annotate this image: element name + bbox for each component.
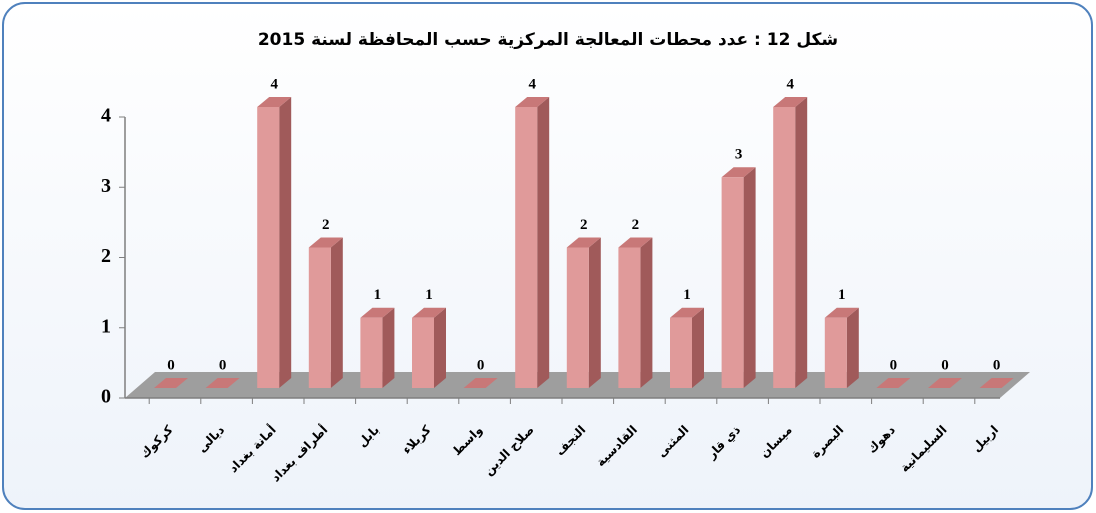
value-label: 4 (528, 76, 536, 92)
bar-side (279, 97, 292, 388)
bar-front (670, 317, 692, 388)
bar (205, 378, 240, 388)
bar-top (154, 378, 188, 388)
bar-side (330, 237, 343, 388)
bar-front (721, 177, 744, 388)
value-label: 1 (683, 287, 691, 303)
value-label: 0 (219, 357, 227, 373)
value-label: 0 (167, 357, 175, 373)
value-label: 4 (270, 76, 278, 92)
bar (670, 307, 704, 388)
bar-top (515, 97, 550, 107)
bar (876, 378, 911, 388)
bar-side (588, 237, 601, 388)
bar (412, 307, 446, 388)
bar-side (692, 307, 704, 388)
bar-front (360, 317, 383, 388)
bar-front (515, 107, 538, 388)
bar-top (257, 97, 292, 107)
chart-title: شكل 12 : عدد محطات المعالجة المركزية حسب… (258, 30, 838, 50)
bar-top (979, 378, 1014, 388)
bar (154, 378, 188, 388)
y-tick-label: 1 (101, 315, 111, 337)
bar-top (360, 307, 395, 318)
bar-side (537, 97, 550, 388)
bar (721, 167, 756, 388)
y-tick-label: 3 (101, 175, 111, 197)
bar-side (743, 167, 756, 388)
bar-side (434, 307, 446, 388)
bar-top (566, 237, 601, 248)
value-label: 0 (477, 357, 485, 373)
value-label: 1 (838, 287, 846, 303)
value-label: 2 (322, 217, 330, 233)
bar-front (412, 317, 434, 388)
bar-top (308, 237, 343, 248)
bar-top (670, 307, 704, 318)
bar (308, 237, 343, 388)
bar-side (382, 307, 395, 388)
bar-front (566, 247, 589, 388)
bar (566, 237, 601, 388)
value-label: 1 (425, 287, 433, 303)
bar-side (640, 237, 653, 388)
bar-top (928, 378, 962, 388)
bar-top (618, 237, 653, 248)
y-tick-label: 4 (101, 105, 111, 127)
bar-top (412, 307, 446, 318)
bar (515, 97, 550, 388)
value-label: 2 (580, 217, 588, 233)
bar (979, 378, 1014, 388)
bar-front (824, 317, 847, 388)
bar-front (618, 247, 641, 388)
bar-top (721, 167, 756, 178)
bar-top (824, 307, 859, 318)
value-label: 2 (632, 217, 640, 233)
bar-side (795, 97, 808, 388)
bar-front (257, 107, 280, 388)
bar (257, 97, 292, 388)
bar (463, 378, 498, 388)
y-tick-label: 0 (101, 386, 111, 408)
value-label: 3 (735, 147, 743, 163)
value-label: 1 (374, 287, 382, 303)
bar-front (308, 247, 331, 388)
bar-top (463, 378, 498, 388)
bar-top (876, 378, 911, 388)
bar (824, 307, 859, 388)
value-label: 0 (941, 357, 949, 373)
value-label: 4 (786, 76, 794, 92)
bar-side (846, 307, 859, 388)
bar-top (205, 378, 240, 388)
bar-top (773, 97, 808, 107)
value-label: 0 (993, 357, 1001, 373)
bar (360, 307, 395, 388)
bar-front (773, 107, 796, 388)
bar (773, 97, 808, 388)
y-tick-label: 2 (101, 245, 111, 267)
value-label: 0 (890, 357, 898, 373)
bar (618, 237, 653, 388)
bar (928, 378, 962, 388)
